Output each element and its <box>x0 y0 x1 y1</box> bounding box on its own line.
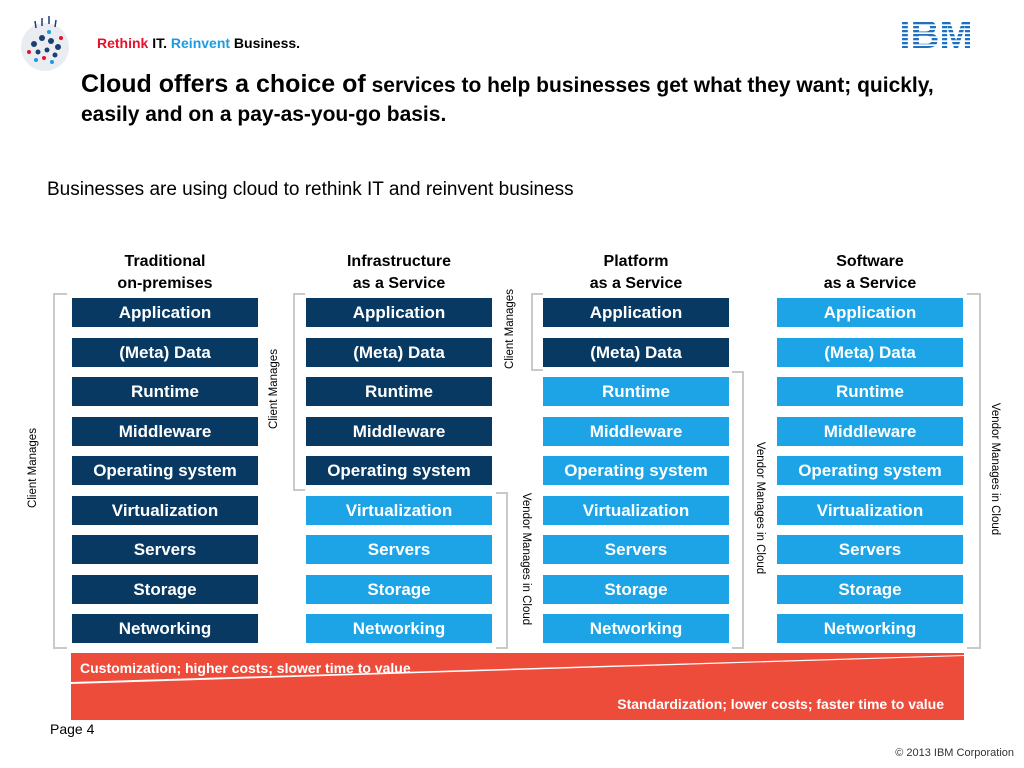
layer-box-storage: Storage <box>306 575 492 604</box>
layer-box-servers: Servers <box>306 535 492 564</box>
layer-box-application: Application <box>777 298 963 327</box>
layer-box-networking: Networking <box>777 614 963 643</box>
bracket-traditional-client <box>53 293 67 649</box>
label-client-manages-traditional: Client Manages <box>26 428 39 508</box>
layer-box-servers: Servers <box>543 535 729 564</box>
headline-lead: Cloud offers a choice of <box>81 70 366 98</box>
layer-box-networking: Networking <box>543 614 729 643</box>
tagline-business: Business. <box>230 35 301 51</box>
layer-box-middleware: Middleware <box>543 417 729 446</box>
label-client-manages-iaas: Client Manages <box>267 349 280 429</box>
tagline-rethink: Rethink <box>97 35 149 51</box>
column-title-line1: Traditional <box>124 253 206 270</box>
page-number: Page 4 <box>50 721 95 737</box>
layer-box-operating-system: Operating system <box>306 456 492 485</box>
layer-box-meta-data: (Meta) Data <box>306 338 492 367</box>
layer-box-runtime: Runtime <box>543 377 729 406</box>
bracket-saas-vendor <box>967 293 981 649</box>
banner-customization-text: Customization; higher costs; slower time… <box>80 660 411 676</box>
tagline-it: IT. <box>148 35 171 51</box>
subtitle: Businesses are using cloud to rethink IT… <box>47 179 574 200</box>
column-header-iaas: Infrastructure as a Service <box>306 251 492 295</box>
layer-box-meta-data: (Meta) Data <box>72 338 258 367</box>
layer-box-meta-data: (Meta) Data <box>543 338 729 367</box>
layer-box-virtualization: Virtualization <box>543 496 729 525</box>
ibm-logo-icon: IBM <box>899 13 972 57</box>
layer-box-middleware: Middleware <box>72 417 258 446</box>
copyright: © 2013 IBM Corporation <box>895 747 1014 759</box>
layer-box-operating-system: Operating system <box>72 456 258 485</box>
column-title-line2: on-premises <box>117 275 213 292</box>
cost-tradeoff-banner <box>71 653 964 720</box>
layer-box-virtualization: Virtualization <box>72 496 258 525</box>
layer-box-storage: Storage <box>72 575 258 604</box>
layer-box-operating-system: Operating system <box>777 456 963 485</box>
headline-rest: services to help businesses get what the… <box>81 74 934 126</box>
layer-box-operating-system: Operating system <box>543 456 729 485</box>
layer-box-middleware: Middleware <box>777 417 963 446</box>
banner-standardization-text: Standardization; lower costs; faster tim… <box>617 696 944 712</box>
layer-box-networking: Networking <box>306 614 492 643</box>
tagline-reinvent: Reinvent <box>170 35 231 51</box>
cloud-people-logo-icon <box>21 16 69 71</box>
layer-box-application: Application <box>543 298 729 327</box>
column-header-paas: Platform as a Service <box>543 251 729 295</box>
layer-box-application: Application <box>72 298 258 327</box>
column-header-saas: Software as a Service <box>777 251 963 295</box>
headline: Cloud offers a choice of services to hel… <box>81 70 961 129</box>
layer-box-virtualization: Virtualization <box>777 496 963 525</box>
ibm-logo: IBM <box>890 13 982 57</box>
column-title-line1: Infrastructure <box>346 253 452 270</box>
bracket-iaas-client <box>293 293 305 491</box>
layer-box-servers: Servers <box>72 535 258 564</box>
column-title-line1: Software <box>836 253 904 270</box>
bracket-paas-client <box>531 293 543 371</box>
layer-box-runtime: Runtime <box>777 377 963 406</box>
layer-box-middleware: Middleware <box>306 417 492 446</box>
column-title-line2: as a Service <box>589 275 683 292</box>
layer-box-runtime: Runtime <box>306 377 492 406</box>
bracket-paas-vendor <box>732 371 744 649</box>
column-title-line2: as a Service <box>823 275 917 292</box>
tagline: Rethink IT. Reinvent Business. <box>97 35 300 51</box>
bracket-iaas-vendor <box>496 492 508 649</box>
column-header-traditional: Traditional on-premises <box>72 251 258 295</box>
layer-box-meta-data: (Meta) Data <box>777 338 963 367</box>
layer-box-virtualization: Virtualization <box>306 496 492 525</box>
layer-box-servers: Servers <box>777 535 963 564</box>
column-title-line2: as a Service <box>352 275 446 292</box>
layer-box-storage: Storage <box>543 575 729 604</box>
label-vendor-manages-iaas: Vendor Manages in Cloud <box>520 492 533 626</box>
svg-text:IBM: IBM <box>899 14 972 52</box>
layer-box-storage: Storage <box>777 575 963 604</box>
label-vendor-manages-saas: Vendor Manages in Cloud <box>989 402 1002 536</box>
label-client-manages-paas: Client Manages <box>503 289 516 369</box>
label-vendor-manages-paas: Vendor Manages in Cloud <box>754 441 767 575</box>
layer-box-networking: Networking <box>72 614 258 643</box>
layer-box-runtime: Runtime <box>72 377 258 406</box>
layer-box-application: Application <box>306 298 492 327</box>
column-title-line1: Platform <box>603 253 669 270</box>
